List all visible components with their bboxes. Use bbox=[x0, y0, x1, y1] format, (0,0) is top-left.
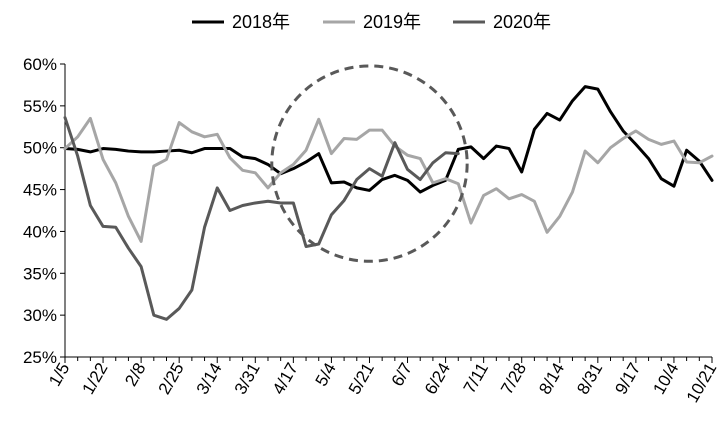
x-tick-label: 6/7 bbox=[388, 360, 416, 390]
x-tick-label: 7/28 bbox=[497, 360, 530, 398]
x-tick-label: 10/4 bbox=[649, 360, 682, 398]
x-tick-label: 3/31 bbox=[231, 360, 264, 398]
legend-label-3: 2020年 bbox=[493, 12, 551, 32]
chart-series bbox=[63, 85, 714, 321]
x-tick-label: 5/4 bbox=[312, 360, 340, 390]
legend-label-1: 2018年 bbox=[232, 12, 290, 32]
x-tick-label: 6/24 bbox=[421, 360, 454, 398]
series-line-3 bbox=[63, 116, 460, 321]
y-tick-label: 45% bbox=[23, 181, 57, 200]
series-line-1 bbox=[63, 85, 714, 194]
x-tick-label: 8/31 bbox=[573, 360, 606, 398]
x-tick-label: 7/11 bbox=[460, 360, 492, 397]
y-axis-ticks: 25% 30% 35% 40% 45% 50% 55% 60% bbox=[23, 55, 65, 367]
y-tick-label: 30% bbox=[23, 306, 57, 325]
series-line-2 bbox=[63, 116, 714, 243]
y-tick-label: 25% bbox=[23, 348, 57, 367]
x-tick-label: 10/21 bbox=[683, 360, 721, 406]
chart-legend: 2018年 2019年 2020年 bbox=[192, 12, 551, 32]
x-tick-label: 8/14 bbox=[535, 360, 568, 398]
x-tick-label: 4/17 bbox=[269, 360, 302, 398]
x-axis-ticks: 1/5 1/22 2/8 2/25 3/14 3/31 4/17 5/4 5/21 6/7 6/24… bbox=[45, 357, 721, 406]
y-tick-label: 35% bbox=[23, 264, 57, 283]
chart-annotations bbox=[270, 64, 469, 263]
y-tick-label: 55% bbox=[23, 97, 57, 116]
x-tick-label: 1/22 bbox=[79, 360, 112, 398]
x-tick-label: 5/21 bbox=[345, 360, 378, 398]
legend-label-2: 2019年 bbox=[363, 12, 421, 32]
x-tick-label: 9/17 bbox=[611, 360, 644, 398]
x-tick-label: 2/8 bbox=[121, 360, 149, 390]
y-tick-label: 60% bbox=[23, 55, 57, 74]
highlight-circle bbox=[270, 64, 469, 263]
x-tick-label: 2/25 bbox=[155, 360, 188, 398]
y-tick-label: 40% bbox=[23, 222, 57, 241]
x-tick-label: 3/14 bbox=[193, 360, 226, 398]
y-tick-label: 50% bbox=[23, 139, 57, 158]
